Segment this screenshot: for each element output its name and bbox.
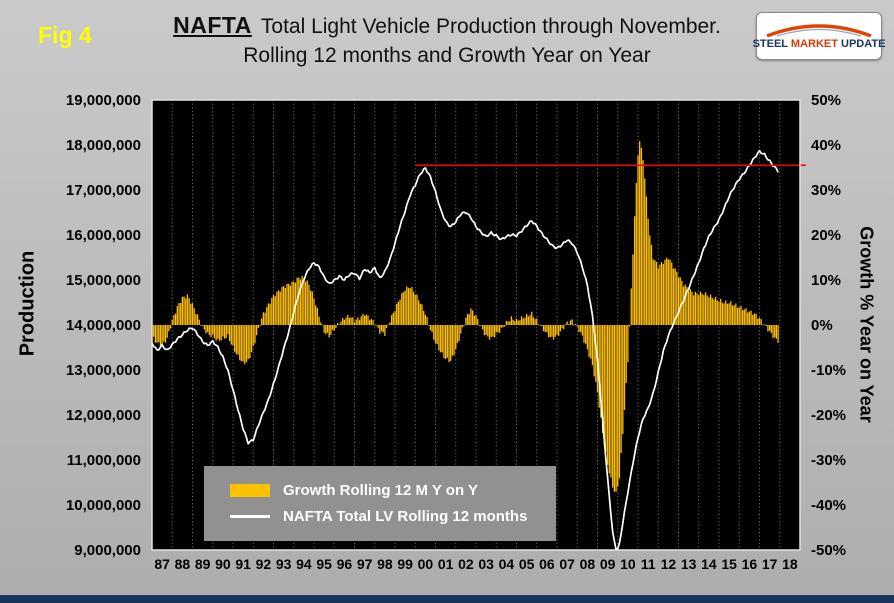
svg-text:95: 95: [316, 556, 332, 572]
svg-text:15: 15: [721, 556, 737, 572]
chart-title-emphasis: NAFTA: [173, 12, 252, 38]
svg-text:14: 14: [701, 556, 717, 572]
svg-text:13,000,000: 13,000,000: [66, 362, 141, 379]
bottom-accent-strip: [0, 595, 894, 603]
svg-text:94: 94: [296, 556, 312, 572]
chart-title-rest: Total Light Vehicle Production through N…: [260, 15, 721, 38]
bar-series-swatch-icon: [230, 483, 270, 497]
legend-label-production: NAFTA Total LV Rolling 12 months: [283, 507, 528, 525]
steel-market-update-logo: STEEL MARKET UPDATE: [753, 12, 885, 60]
svg-text:10: 10: [620, 556, 636, 572]
svg-text:-10%: -10%: [811, 362, 846, 379]
logo-word-update: UPDATE: [841, 37, 886, 50]
svg-text:07: 07: [559, 556, 575, 572]
svg-text:-40%: -40%: [811, 497, 846, 514]
svg-text:9,000,000: 9,000,000: [74, 542, 141, 559]
logo-swoosh-icon: [766, 23, 872, 37]
chart-title-line2: Rolling 12 months and Growth Year on Yea…: [243, 44, 651, 67]
svg-text:30%: 30%: [811, 182, 841, 199]
figure-number-label: Fig 4: [38, 22, 92, 48]
svg-text:12: 12: [661, 556, 677, 572]
x-axis-tick-labels: 87 88 89 90 91 92 93 94 95 96 97 98 99 00 01 02 03 04 05 06…: [154, 556, 798, 572]
svg-text:-50%: -50%: [811, 542, 846, 559]
logo-word-market: MARKET: [790, 37, 838, 50]
logo-wordmark: STEEL MARKET UPDATE: [753, 38, 886, 50]
svg-text:02: 02: [458, 556, 474, 572]
svg-text:87: 87: [154, 556, 170, 572]
svg-text:50%: 50%: [811, 92, 841, 109]
svg-text:-30%: -30%: [811, 452, 846, 469]
svg-text:18,000,000: 18,000,000: [66, 137, 141, 154]
svg-text:40%: 40%: [811, 137, 841, 154]
svg-text:98: 98: [377, 556, 393, 572]
svg-text:17: 17: [762, 556, 778, 572]
svg-text:17,000,000: 17,000,000: [66, 182, 141, 199]
svg-text:10%: 10%: [811, 272, 841, 289]
svg-text:01: 01: [438, 556, 454, 572]
svg-text:18: 18: [782, 556, 798, 572]
svg-text:10,000,000: 10,000,000: [66, 497, 141, 514]
right-axis-tick-labels: 50% 40% 30% 20% 10% 0% -10% -20% -30% -40% -50%: [811, 92, 846, 559]
svg-text:0%: 0%: [811, 317, 833, 334]
svg-text:12,000,000: 12,000,000: [66, 407, 141, 424]
svg-text:90: 90: [215, 556, 231, 572]
svg-text:09: 09: [600, 556, 616, 572]
svg-text:11,000,000: 11,000,000: [67, 452, 141, 469]
svg-text:89: 89: [195, 556, 211, 572]
svg-text:14,000,000: 14,000,000: [66, 317, 141, 334]
svg-text:16: 16: [742, 556, 758, 572]
svg-text:96: 96: [337, 556, 353, 572]
svg-text:20%: 20%: [811, 227, 841, 244]
svg-text:15,000,000: 15,000,000: [66, 272, 141, 289]
svg-text:03: 03: [478, 556, 494, 572]
svg-text:92: 92: [256, 556, 272, 572]
svg-text:97: 97: [357, 556, 373, 572]
svg-text:11: 11: [641, 556, 656, 572]
svg-text:16,000,000: 16,000,000: [66, 227, 141, 244]
svg-text:88: 88: [175, 556, 191, 572]
svg-text:99: 99: [397, 556, 413, 572]
svg-text:91: 91: [235, 556, 251, 572]
growth-bars-series: [151, 141, 779, 492]
svg-text:08: 08: [580, 556, 596, 572]
svg-text:-20%: -20%: [811, 407, 846, 424]
plot-border: [151, 99, 801, 551]
legend-label-growth: Growth Rolling 12 M Y on Y: [283, 481, 479, 499]
chart-title-line1: NAFTA Total Light Vehicle Production thro…: [70, 12, 824, 39]
svg-text:93: 93: [276, 556, 292, 572]
svg-text:19,000,000: 19,000,000: [66, 92, 141, 109]
svg-text:13: 13: [681, 556, 697, 572]
legend-item-production-line: NAFTA Total LV Rolling 12 months: [204, 503, 556, 529]
svg-text:06: 06: [539, 556, 555, 572]
legend-item-growth-bars: Growth Rolling 12 M Y on Y: [204, 477, 556, 503]
logo-word-steel: STEEL: [752, 37, 788, 50]
svg-text:04: 04: [499, 556, 515, 572]
svg-text:00: 00: [418, 556, 434, 572]
line-series-swatch-icon: [230, 514, 270, 518]
production-line-series: [151, 149, 779, 551]
left-axis-tick-labels: 19,000,000 18,000,000 17,000,000 16,000,000…: [66, 92, 141, 559]
legend: Growth Rolling 12 M Y on Y NAFTA Total L…: [204, 466, 556, 541]
svg-text:05: 05: [519, 556, 535, 572]
chart-title: NAFTA Total Light Vehicle Production thro…: [70, 12, 824, 68]
